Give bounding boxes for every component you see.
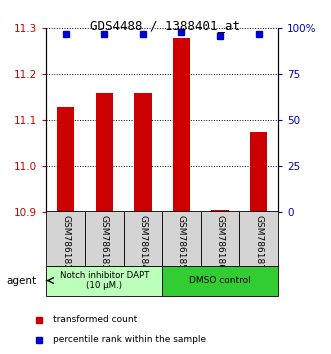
Bar (212, 210, 229, 212)
Text: GSM786183: GSM786183 (100, 215, 109, 270)
Bar (46, 266, 162, 296)
Text: GDS4488 / 1388401_at: GDS4488 / 1388401_at (90, 19, 241, 33)
Text: agent: agent (7, 276, 37, 286)
Bar (123, 211, 162, 266)
Text: GSM786185: GSM786185 (177, 215, 186, 270)
Bar (96, 93, 113, 212)
Text: DMSO control: DMSO control (189, 276, 251, 285)
Bar (162, 211, 201, 266)
Bar (250, 132, 267, 212)
Bar (201, 211, 239, 266)
Bar (46, 211, 85, 266)
Bar (162, 266, 278, 296)
Bar (85, 211, 123, 266)
Bar (239, 211, 278, 266)
Bar (134, 93, 152, 212)
Text: GSM786187: GSM786187 (254, 215, 263, 270)
Text: GSM786184: GSM786184 (138, 215, 147, 270)
Text: GSM786186: GSM786186 (215, 215, 225, 270)
Bar (173, 38, 190, 212)
Bar (57, 107, 74, 212)
Text: transformed count: transformed count (54, 315, 138, 324)
Text: Notch inhibitor DAPT
(10 μM.): Notch inhibitor DAPT (10 μM.) (60, 271, 149, 290)
Text: percentile rank within the sample: percentile rank within the sample (54, 335, 207, 344)
Text: GSM786182: GSM786182 (61, 215, 70, 270)
